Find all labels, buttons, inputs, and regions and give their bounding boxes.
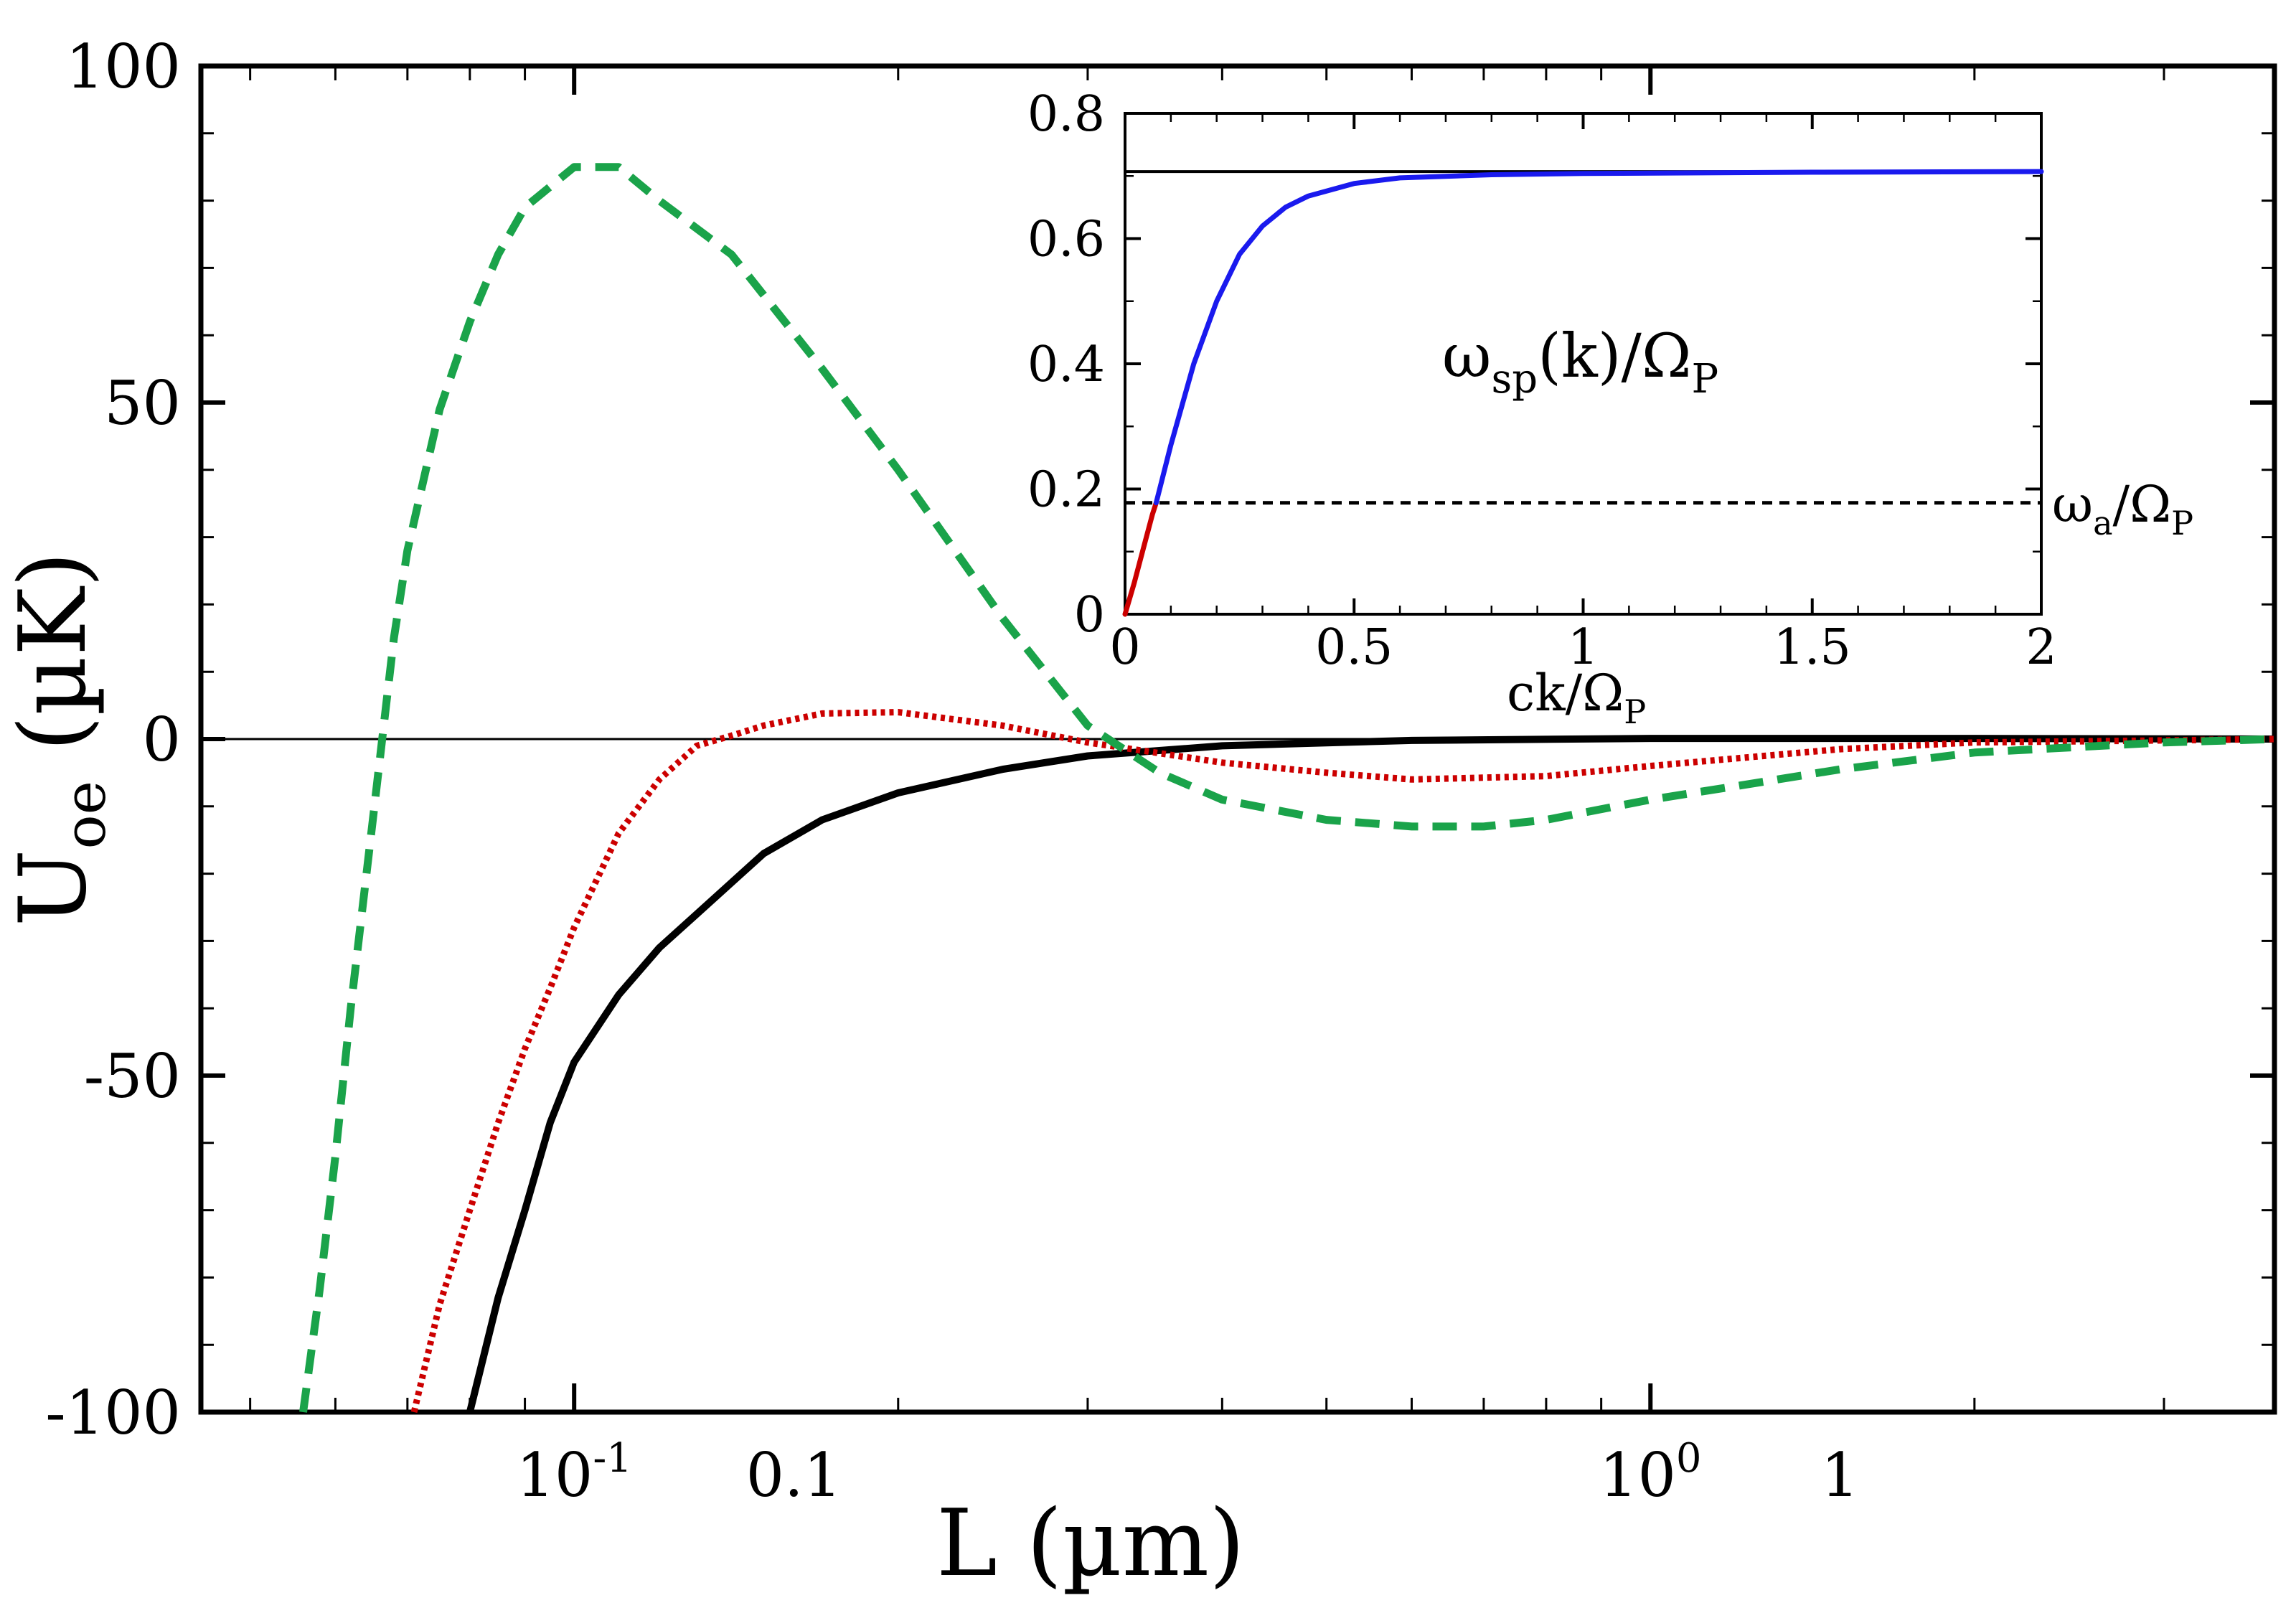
inset-plot-frame [1124, 112, 2043, 616]
inset-reference-label: ωa/ΩP [2052, 475, 2193, 542]
inset-x-tick-label: 1 [1568, 619, 1599, 676]
main-x-tick-label: 1 [1821, 1440, 1859, 1510]
inset-series-group [1122, 169, 2044, 617]
inset-x-tick-label: 1.5 [1774, 619, 1851, 676]
inset-y-tick-label: 0 [1074, 587, 1105, 644]
inset-y-tick-label: 0.6 [1027, 212, 1105, 268]
main-y-axis-label: Uoe (µK) [0, 552, 118, 927]
main-x-tick-label: 100 [1599, 1435, 1702, 1510]
main-series-dotted [410, 709, 2275, 1414]
svg-text:Uoe (µK): Uoe (µK) [0, 552, 118, 927]
main-y-tick-label: 50 [104, 368, 181, 438]
main-x-axis-label: L (µm) [936, 1490, 1245, 1597]
inset-ticks: 0 0.5 1 1.5 2 0 0.2 0.4 0.6 0.8 [1027, 86, 2057, 676]
main-y-tick-label: -100 [45, 1378, 181, 1448]
main-series-group [299, 163, 2275, 1414]
inset-y-tick-label: 0.2 [1027, 462, 1105, 519]
inset-annotation: ωsp(k)/ΩP [1442, 321, 1718, 403]
inset-x-tick-label: 2 [2026, 619, 2056, 676]
main-x-tick-label: 10-1 [516, 1435, 631, 1510]
main-y-tick-label: 0 [143, 705, 181, 775]
main-x-tick-label: 0.1 [746, 1440, 842, 1510]
inset-series-dispersion-above [1153, 169, 2044, 506]
inset-y-tick-label: 0.8 [1027, 86, 1105, 143]
main-y-tick-label: 100 [66, 32, 181, 102]
inset-y-tick-label: 0.4 [1027, 337, 1105, 393]
inset-x-tick-label: 0 [1109, 619, 1140, 676]
inset-series-dispersion-below [1122, 500, 1159, 617]
main-series-solid [466, 735, 2275, 1414]
main-y-tick-label: -50 [84, 1041, 181, 1111]
main-series-dashed [299, 163, 2275, 1413]
inset-x-tick-label: 0.5 [1315, 619, 1393, 676]
inset-x-axis-label: ck/ΩP [1507, 664, 1646, 731]
